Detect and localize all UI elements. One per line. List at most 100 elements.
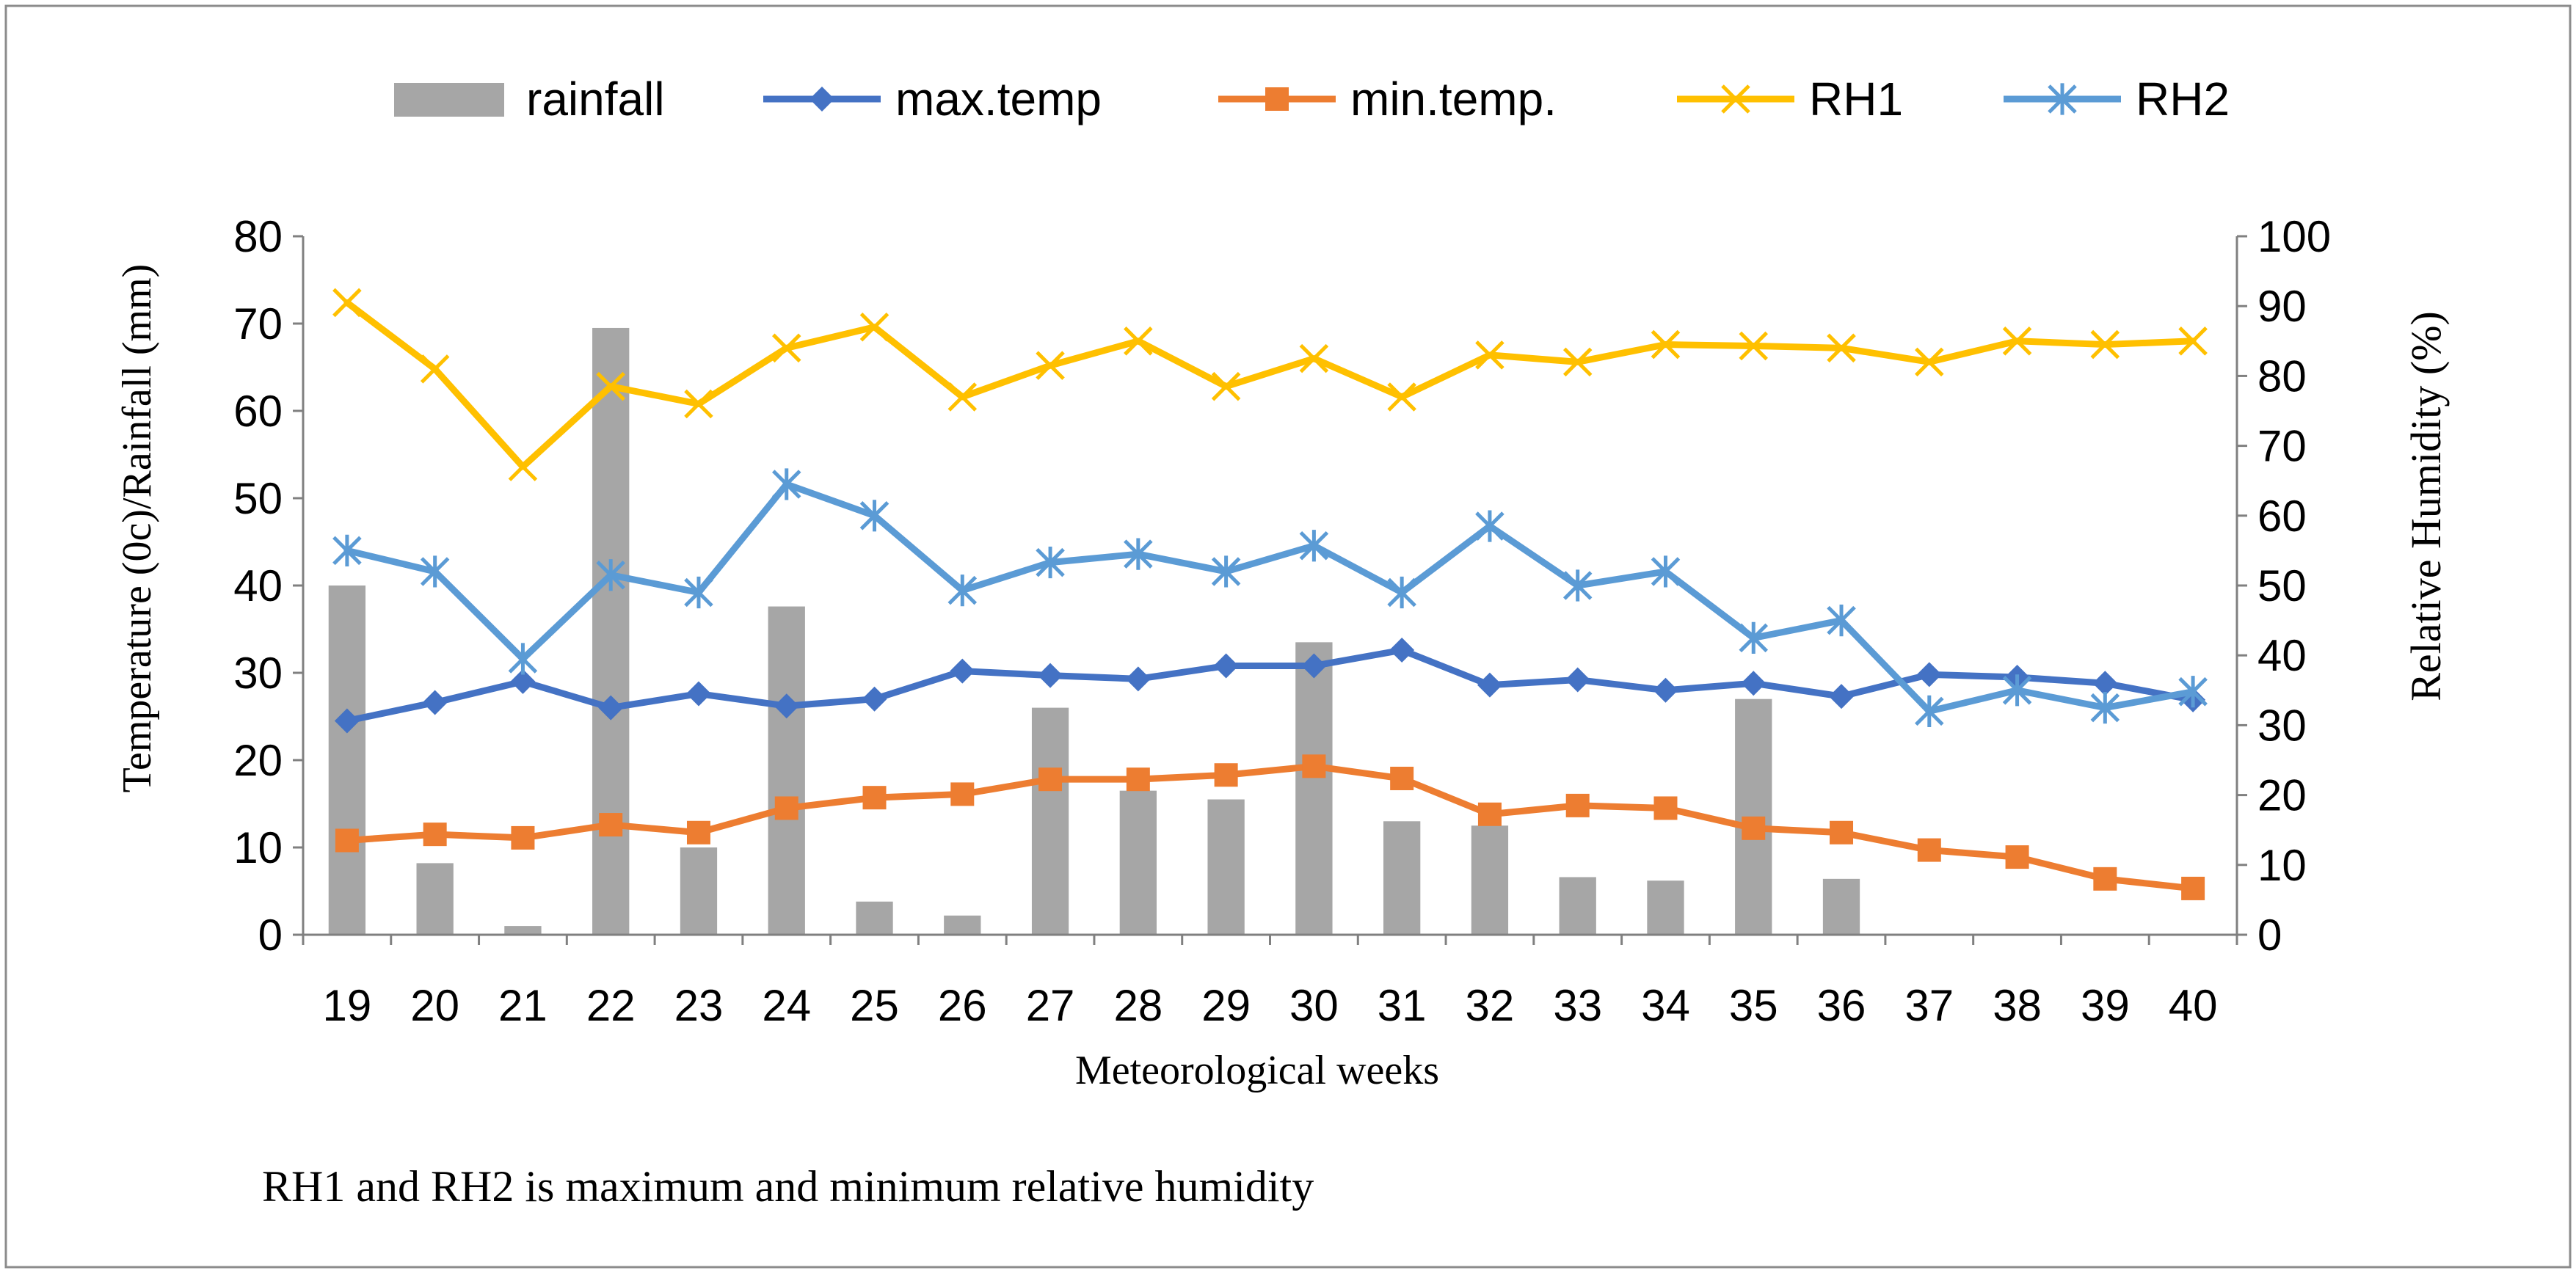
min-temp-point [1477,802,1502,826]
max-temp-point [598,695,624,721]
y-right-tick-label: 20 [2257,771,2307,820]
rh1-point [1387,382,1416,412]
rh1-point [771,333,801,363]
rh1-point [947,382,978,412]
rainfall-bar [1207,799,1245,935]
rh2-point [596,559,625,591]
rainfall-bar [416,863,454,935]
y-right-tick-label: 80 [2257,351,2307,401]
max-temp-line [343,646,2197,724]
max-temp-point [1038,663,1063,688]
min-temp-point [950,782,975,806]
legend-label-rainfall: rainfall [526,73,665,125]
rh2-point [1562,569,1593,602]
max-temp-point [422,690,448,715]
rh1-point [1562,347,1593,377]
x-tick-label: 39 [2081,981,2130,1030]
legend-item-rh1: RH1 [1677,73,1903,125]
y-left-tick-label: 70 [233,299,283,349]
rh2-point [2178,676,2208,708]
rainfall-bar [680,847,718,935]
x-tick-label: 20 [410,981,459,1030]
rh1-point [1211,371,1241,401]
min-temp-point [599,813,623,837]
max-temp-point [2092,671,2118,696]
legend-label-rh1: RH1 [1809,73,1903,125]
legend-item-rainfall: rainfall [394,73,665,125]
x-tick-label: 29 [1201,981,1251,1030]
rainfall-bar [1647,880,1684,935]
rainfall-bar [1559,877,1596,935]
rh2-point [2090,692,2120,724]
min-temp-series [335,754,2205,900]
rainfall-bar [504,926,542,935]
min-temp-point [1390,766,1414,790]
rh1-point [1036,351,1065,380]
x-tick-label: 21 [498,981,547,1030]
rh1-point [420,354,450,384]
rh1-point [1651,329,1681,360]
min-temp-point [686,820,710,845]
max-temp-point [1741,671,1767,696]
max-temp-point [334,708,360,734]
legend-item-max-temp: max.temp [763,73,1102,125]
x-tick-label: 35 [1729,981,1778,1030]
x-tick-label: 28 [1113,981,1163,1030]
rh2-point [947,575,978,607]
legend-marker-rh1 [1721,84,1750,114]
min-temp-point [511,825,535,850]
min-temp-point [1038,767,1063,792]
legend-marker-rh2 [2048,83,2077,115]
y-left-tick-label: 10 [233,823,283,872]
min-temp-point [1126,767,1150,792]
footnote-annotation: RH1 and RH2 is maximum and minimum relat… [262,1162,1314,1211]
y-left-tick-label: 80 [233,212,283,261]
y-left-tick-label: 20 [233,736,283,785]
rh2-point [1299,530,1329,562]
y-right-tick-label: 30 [2257,701,2307,750]
rh1-point [1915,347,1944,377]
min-temp-line [343,762,2197,892]
x-tick-label: 31 [1378,981,1427,1030]
rh1-point [859,312,889,342]
min-temp-point [1302,754,1326,778]
x-tick-label: 36 [1817,981,1866,1030]
axis-ticks: 0 10 20 30 40 50 60 70 80 0 10 20 30 40 50 60 70 80 90 100 1… [233,212,2331,1030]
x-tick-label: 34 [1641,981,1690,1030]
x-tick-label: 19 [323,981,372,1030]
legend: rainfall max.temp min.temp. RH1 RH2 [394,73,2230,125]
x-tick-label: 27 [1026,981,1075,1030]
min-temp-point [1917,838,1941,862]
min-temp-point [335,828,359,853]
rh2-point [420,555,450,588]
rh1-line [343,299,2197,470]
rainfall-bar [1119,790,1157,935]
x-tick-label: 24 [762,981,811,1030]
y-left-axis-title: Temperature (0c)/Rainfall (mm) [114,264,160,793]
y-right-tick-label: 50 [2257,561,2307,610]
max-temp-point [685,681,711,707]
rh2-point [1651,555,1681,588]
y-right-tick-label: 100 [2257,212,2331,261]
y-right-tick-label: 60 [2257,492,2307,541]
rh2-point [508,643,538,675]
legend-item-min-temp: min.temp. [1218,73,1557,125]
y-right-tick-label: 90 [2257,282,2307,331]
rh2-point [1475,510,1505,542]
min-temp-point [2181,876,2205,900]
min-temp-point [2005,845,2029,869]
min-temp-point [1830,820,1854,845]
min-temp-point [423,822,447,847]
max-temp-point [1213,653,1239,679]
min-temp-point [774,796,798,820]
rainfall-bar [328,586,366,935]
x-tick-label: 26 [938,981,987,1030]
min-temp-point [862,786,887,810]
rh2-series [332,468,2208,727]
rh1-point [1299,343,1329,373]
rh2-point [332,534,362,566]
rh1-point [2090,329,2120,360]
legend-label-max-temp: max.temp [895,73,1102,125]
x-tick-label: 23 [674,981,724,1030]
